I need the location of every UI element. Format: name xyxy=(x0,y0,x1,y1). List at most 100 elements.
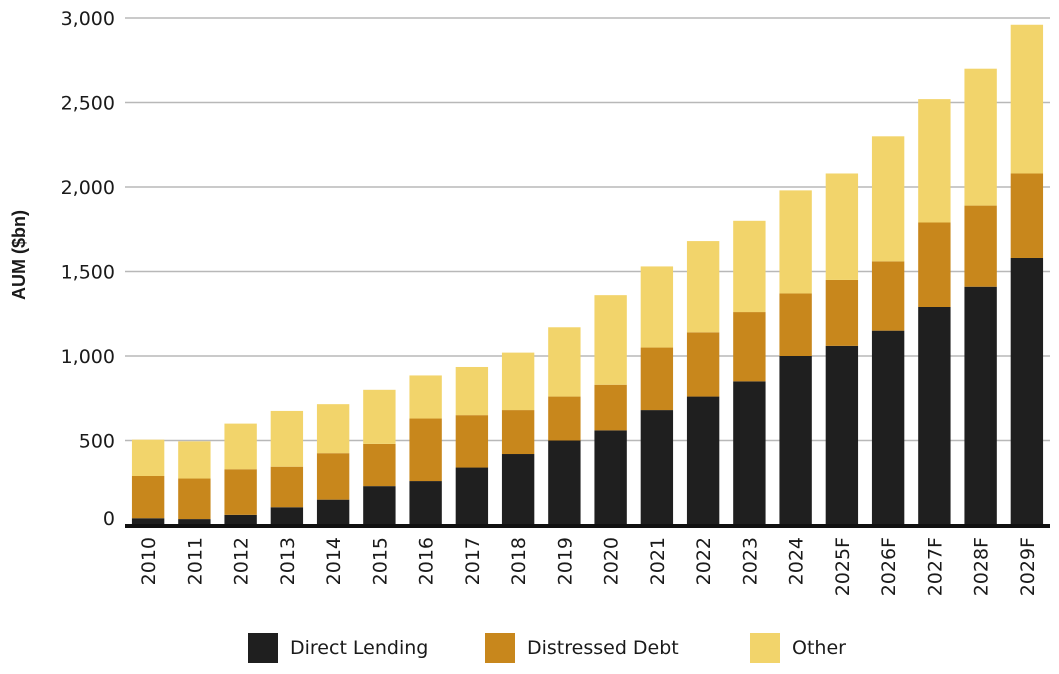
bar-other-2016 xyxy=(409,375,442,419)
legend-swatch-distressed-debt xyxy=(485,633,515,663)
bar-other-2012 xyxy=(224,423,257,470)
bar-distressed-debt-2021 xyxy=(640,347,674,411)
x-tick-label: 2022 xyxy=(693,537,715,585)
legend-swatch-direct-lending xyxy=(248,633,278,663)
y-tick-label: 2,000 xyxy=(61,177,115,199)
bar-other-2017 xyxy=(455,366,489,416)
legend-label-direct-lending: Direct Lending xyxy=(290,637,429,659)
x-tick-label: 2011 xyxy=(184,537,206,585)
y-tick-label: 1,000 xyxy=(61,346,115,368)
legend: Direct Lending Distressed Debt Other xyxy=(0,630,1059,670)
x-tick-label: 2029F xyxy=(1017,537,1039,596)
legend-label-other: Other xyxy=(792,637,846,659)
bar-other-2015 xyxy=(363,389,396,444)
x-tick-label: 2015 xyxy=(369,537,391,585)
bar-distressed-debt-2011 xyxy=(178,478,211,520)
bar-distressed-debt-2025F xyxy=(825,279,859,346)
bar-distressed-debt-2028F xyxy=(964,205,997,287)
x-tick-label: 2016 xyxy=(416,537,438,585)
bar-other-2020 xyxy=(594,295,627,385)
bar-direct-lending-2025F xyxy=(825,345,859,525)
bar-distressed-debt-2014 xyxy=(316,453,350,500)
y-tick-label: 500 xyxy=(79,431,115,453)
bar-other-2010 xyxy=(131,439,165,476)
x-tick-label: 2026F xyxy=(878,537,900,596)
bar-distressed-debt-2010 xyxy=(131,475,165,519)
gridlines xyxy=(125,17,1050,442)
x-tick-label: 2027F xyxy=(924,537,946,596)
bar-direct-lending-2026F xyxy=(871,330,905,525)
bar-other-2022 xyxy=(686,241,720,333)
bar-distressed-debt-2020 xyxy=(594,384,627,431)
bar-distressed-debt-2029F xyxy=(1010,173,1044,258)
bar-direct-lending-2020 xyxy=(594,430,627,525)
bar-direct-lending-2013 xyxy=(270,507,304,525)
bar-direct-lending-2016 xyxy=(409,481,442,525)
y-tick-label: 3,000 xyxy=(61,8,115,30)
legend-swatch-other xyxy=(750,633,780,663)
x-tick-label: 2020 xyxy=(601,537,623,585)
bar-direct-lending-2022 xyxy=(686,396,720,525)
bar-other-2013 xyxy=(270,410,304,467)
x-tick-label: 2012 xyxy=(231,537,253,585)
x-tick-label: 2018 xyxy=(508,537,530,585)
x-tick-label: 2013 xyxy=(277,537,299,585)
legend-item-other: Other xyxy=(750,630,846,666)
bar-other-2011 xyxy=(178,441,211,479)
legend-item-distressed-debt: Distressed Debt xyxy=(485,630,679,666)
bar-other-2025F xyxy=(825,173,859,280)
y-tick-label: 0 xyxy=(103,508,115,530)
x-tick-label: 2023 xyxy=(739,537,761,585)
x-tick-label: 2024 xyxy=(786,537,808,585)
bar-other-2027F xyxy=(918,99,951,223)
bar-distressed-debt-2023 xyxy=(733,312,766,382)
bar-direct-lending-2011 xyxy=(178,519,211,525)
bar-distressed-debt-2013 xyxy=(270,466,304,508)
bar-direct-lending-2010 xyxy=(131,518,165,525)
bar-distressed-debt-2026F xyxy=(871,261,905,331)
bar-other-2024 xyxy=(779,190,812,294)
bar-distressed-debt-2024 xyxy=(779,293,812,356)
bars xyxy=(131,24,1044,525)
bar-other-2023 xyxy=(733,220,766,313)
bar-direct-lending-2019 xyxy=(548,440,581,525)
x-tick-label: 2014 xyxy=(323,537,345,585)
bar-distressed-debt-2022 xyxy=(686,332,720,397)
legend-item-direct-lending: Direct Lending xyxy=(248,630,428,666)
bar-distressed-debt-2012 xyxy=(224,469,257,515)
bar-direct-lending-2023 xyxy=(733,381,766,525)
x-tick-label: 2025F xyxy=(832,537,854,596)
x-tick-label: 2021 xyxy=(647,537,669,585)
bar-other-2019 xyxy=(548,327,581,397)
bar-distressed-debt-2017 xyxy=(455,415,489,468)
x-axis-ticks: 2010 2011 2012 2013 2014 2015 2016 2017 2018 2019… xyxy=(138,537,1039,596)
y-tick-label: 1,500 xyxy=(61,262,115,284)
bar-distressed-debt-2018 xyxy=(501,410,535,455)
x-tick-label: 2028F xyxy=(971,537,993,596)
bar-direct-lending-2027F xyxy=(918,306,951,525)
bar-direct-lending-2029F xyxy=(1010,257,1044,525)
bar-direct-lending-2014 xyxy=(316,499,350,525)
bar-direct-lending-2024 xyxy=(779,356,812,525)
y-axis-label: AUM ($bn) xyxy=(9,210,29,300)
bar-other-2014 xyxy=(316,404,350,454)
bar-other-2018 xyxy=(501,352,535,411)
y-tick-label: 2,500 xyxy=(61,93,115,115)
bar-direct-lending-2017 xyxy=(455,467,489,525)
bar-other-2026F xyxy=(871,136,905,262)
bar-other-2029F xyxy=(1010,24,1044,174)
bar-other-2028F xyxy=(964,68,997,206)
bar-other-2021 xyxy=(640,266,674,348)
bar-direct-lending-2015 xyxy=(363,486,396,525)
bar-distressed-debt-2019 xyxy=(548,396,581,441)
bar-direct-lending-2021 xyxy=(640,410,674,525)
bar-distressed-debt-2015 xyxy=(363,443,396,487)
bar-direct-lending-2028F xyxy=(964,286,997,525)
x-tick-label: 2019 xyxy=(554,537,576,585)
bar-distressed-debt-2016 xyxy=(409,418,442,482)
bar-distressed-debt-2027F xyxy=(918,222,951,307)
legend-label-distressed-debt: Distressed Debt xyxy=(527,637,679,659)
bar-direct-lending-2012 xyxy=(224,514,257,525)
x-tick-label: 2017 xyxy=(462,537,484,585)
